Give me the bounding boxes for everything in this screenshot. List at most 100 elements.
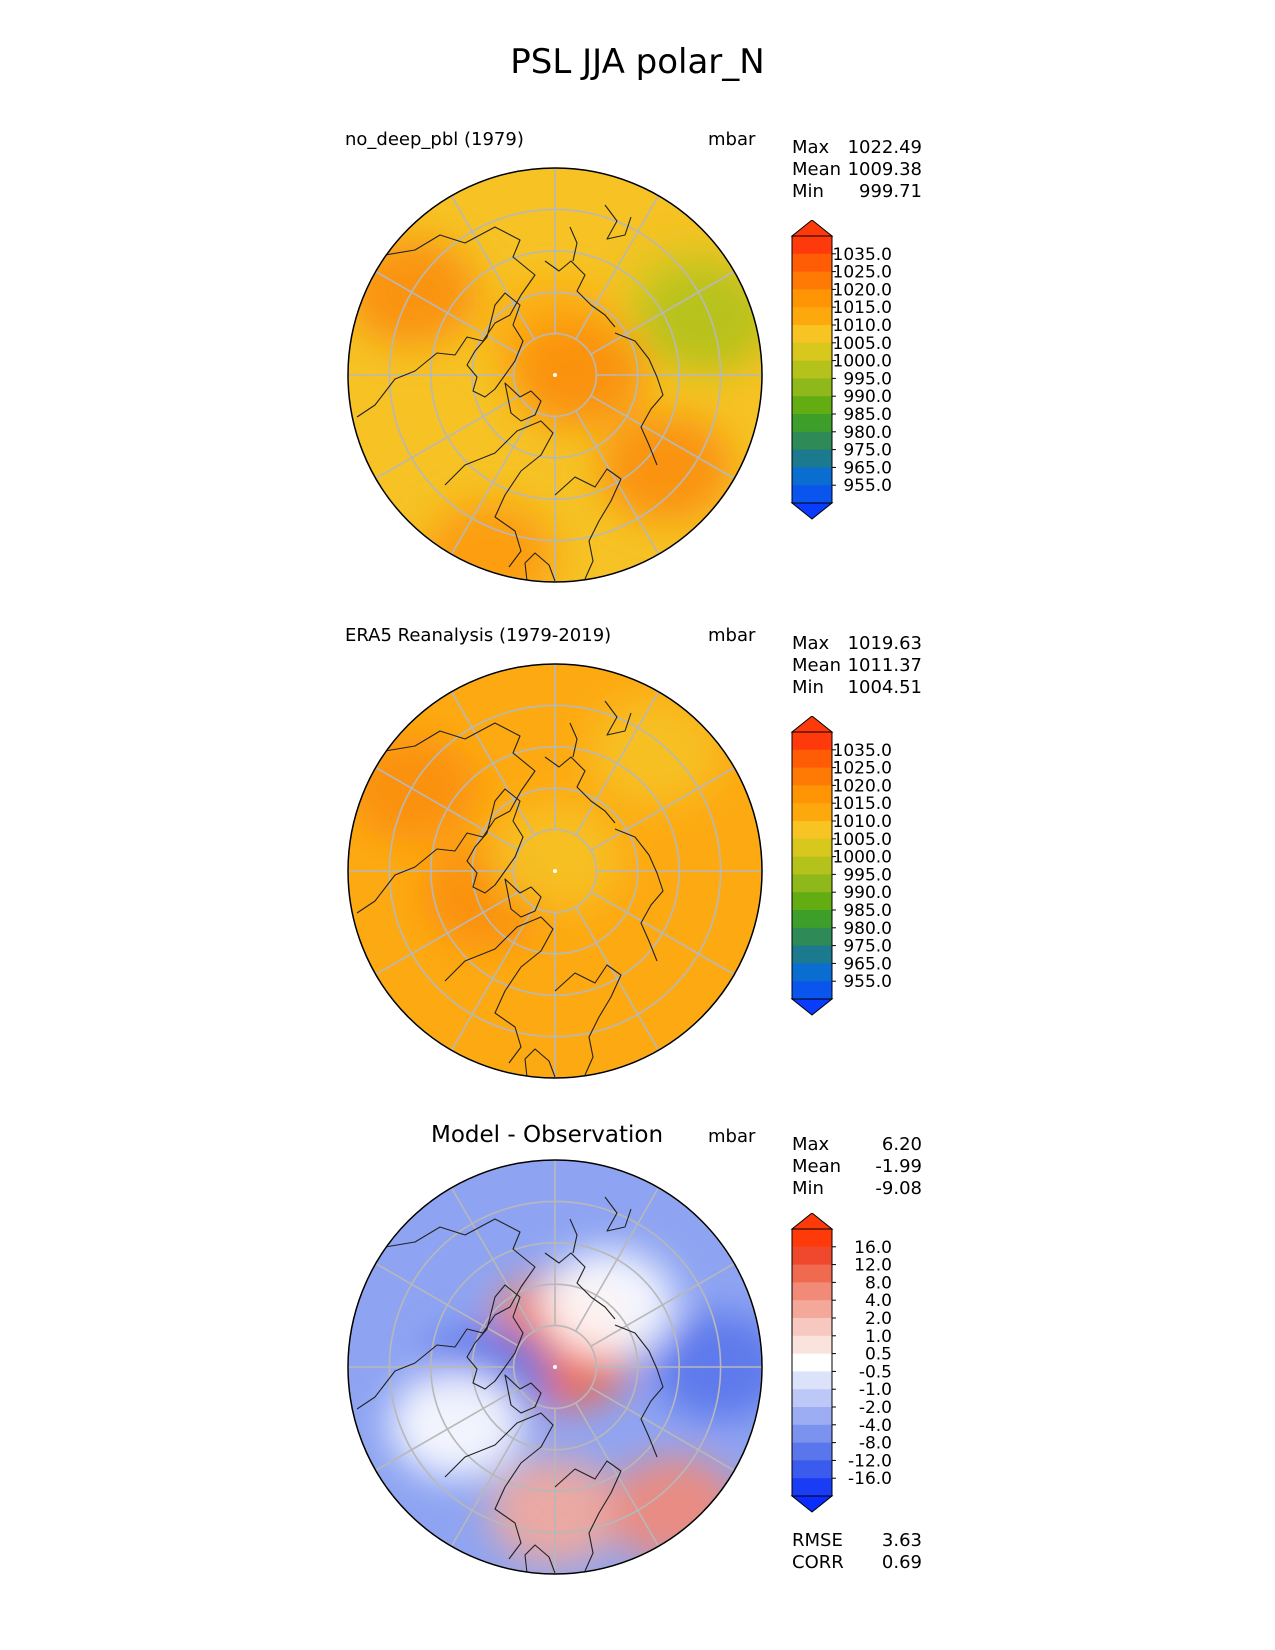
colorbar-tick-label: -16.0 [848,1469,892,1489]
graticule [348,168,762,582]
colorbar-segment [792,467,832,486]
colorbar-segment [792,449,832,468]
colorbar-tick-label: 8.0 [865,1273,892,1293]
colorbar-tick-label: 1005.0 [833,830,892,850]
meridian-line [375,891,520,976]
polar-map [347,167,763,583]
map-border [347,1159,763,1575]
colorbar: 1035.01025.01020.01015.01010.01005.01000… [790,220,892,520]
panel-title: ERA5 Reanalysis (1979-2019) [345,625,612,646]
coastline [466,292,524,398]
north-pole-marker [553,1365,557,1369]
metric-rmse: RMSE 3.63 [792,1530,922,1551]
meridian-line [590,1262,735,1347]
meridian-line [590,766,735,851]
meridian-line [575,195,660,340]
colorbar-segment [792,485,832,504]
polar-map [347,1159,763,1575]
coastline [504,1374,542,1414]
meridian-line [450,906,535,1051]
meridian-line [450,195,535,340]
colorbar-segment [792,1300,832,1319]
colorbar-tick-label: 995.0 [843,865,892,885]
coastline [444,1412,554,1560]
meridian-line [450,1402,535,1547]
meridian-line [575,691,660,836]
map-border [347,167,763,583]
coastline [604,700,632,736]
colorbar-segment [792,1264,832,1283]
colorbar-tick-label: 1010.0 [833,316,892,336]
coastline [604,1196,632,1232]
coastline [614,332,664,466]
colorbar-segment [792,1478,832,1497]
meridian-line [450,1187,535,1332]
colorbar-tick-label: 1000.0 [833,848,892,868]
colorbar-extend-max [790,1213,834,1230]
colorbar-segment [792,856,832,875]
colorbar-segment [792,785,832,804]
colorbar-segment [792,838,832,858]
coastline [444,916,554,1064]
stats-box: Max 1019.63 Mean 1011.37 Min 1004.51 [792,633,922,699]
panel-model: no_deep_pbl (1979) mbar Max 1022.49 Mean 1… [0,120,1275,600]
graticule [348,1160,762,1574]
colorbar-tick-label: 1005.0 [833,334,892,354]
colorbar-segment [792,1389,832,1408]
coastline [504,382,542,422]
colorbar-segment [792,1442,832,1461]
colorbar-segment [792,1460,832,1479]
stat-min: Min 1004.51 [792,677,922,698]
colorbar-segment [792,253,832,273]
colorbar-frame [791,235,833,504]
colorbar-tick-label: 1020.0 [833,776,892,796]
metrics-box: RMSE 3.63 CORR 0.69 [792,1530,922,1574]
colorbar-tick-label: 1000.0 [833,352,892,372]
polar-map [347,663,763,1079]
field-blob [640,265,762,374]
colorbar-segment [792,874,832,893]
coastline [604,204,632,240]
metric-corr: CORR 0.69 [792,1552,922,1573]
coastline [614,828,664,962]
colorbar-extend-min [790,998,834,1016]
coastline [356,1218,536,1410]
meridian-line [375,395,520,480]
colorbar-segment [792,732,832,751]
units-label: mbar [708,129,756,150]
colorbar-segment [792,945,832,964]
colorbar-tick-label: 12.0 [854,1256,892,1276]
panel-title: Model - Observation [431,1122,664,1148]
meridian-line [575,1402,660,1547]
colorbar-tick-label: 980.0 [843,919,892,939]
meridian-line [590,1387,735,1472]
coastline [466,788,524,894]
field-blob [608,1455,741,1564]
colorbar-tick-label: 990.0 [843,387,892,407]
colorbar-tick-label: -0.5 [859,1362,892,1382]
field-blob [488,802,622,911]
north-pole-marker [553,373,557,377]
colorbar-frame [791,1228,833,1497]
colorbar-tick-label: 4.0 [865,1291,892,1311]
colorbar-segment [792,1424,832,1444]
colorbar: 1035.01025.01020.01015.01010.01005.01000… [790,716,892,1016]
coastline [569,722,578,758]
colorbar-tick-label: 1035.0 [833,245,892,265]
colorbar-segment [792,803,832,822]
stat-mean: Mean -1.99 [792,1156,922,1177]
colorbar-tick-label: 995.0 [843,369,892,389]
colorbar-tick-label: 1010.0 [833,812,892,832]
colorbar-segment [792,378,832,397]
field-blob [599,414,733,522]
map-border [347,663,763,1079]
colorbar: 16.012.08.04.02.01.00.5-0.5-1.0-2.0-4.0-… [790,1213,892,1513]
meridian-line [450,691,535,836]
colorbar-tick-label: 1020.0 [833,280,892,300]
colorbar-tick-label: -4.0 [859,1416,892,1436]
colorbar-segment [792,396,832,415]
colorbar-segment [792,307,832,326]
colorbar-tick-label: 980.0 [843,423,892,443]
colorbar-tick-label: -8.0 [859,1434,892,1454]
field-blob [513,321,647,429]
